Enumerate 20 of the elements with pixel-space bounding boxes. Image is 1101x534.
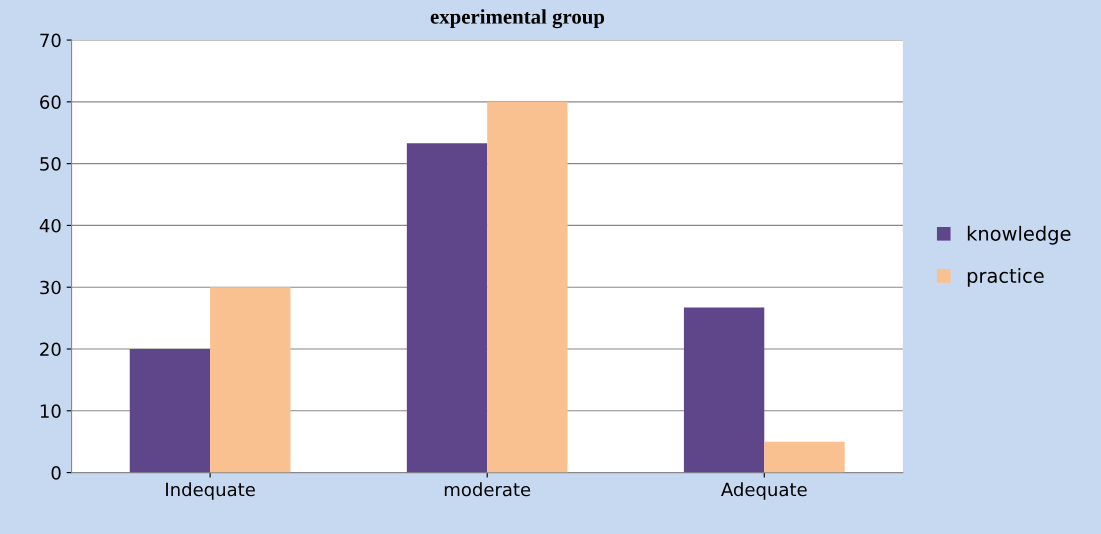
- y-tick-label: 30: [40, 280, 61, 295]
- bar: [210, 287, 291, 473]
- y-tick-label: 0: [51, 466, 61, 480]
- x-tick-label: Indequate: [166, 482, 255, 500]
- y-tick-label: 20: [40, 342, 61, 357]
- bar: [487, 101, 568, 473]
- y-tick-label: 70: [40, 33, 61, 48]
- x-tick-label: moderate: [444, 482, 531, 497]
- y-tick-label: 40: [39, 218, 61, 233]
- bar: [764, 441, 845, 473]
- legend-label: knowledge: [967, 225, 1071, 245]
- bar: [683, 307, 765, 473]
- y-tick-label: 60: [40, 95, 61, 109]
- x-tick-label: Adequate: [721, 482, 807, 500]
- legend-label: practice: [967, 267, 1044, 287]
- y-tick-label: 50: [40, 157, 61, 171]
- bar: [406, 143, 488, 473]
- y-tick-label: 10: [40, 404, 61, 418]
- chart-title: experimental group: [430, 9, 605, 29]
- bar: [129, 349, 211, 473]
